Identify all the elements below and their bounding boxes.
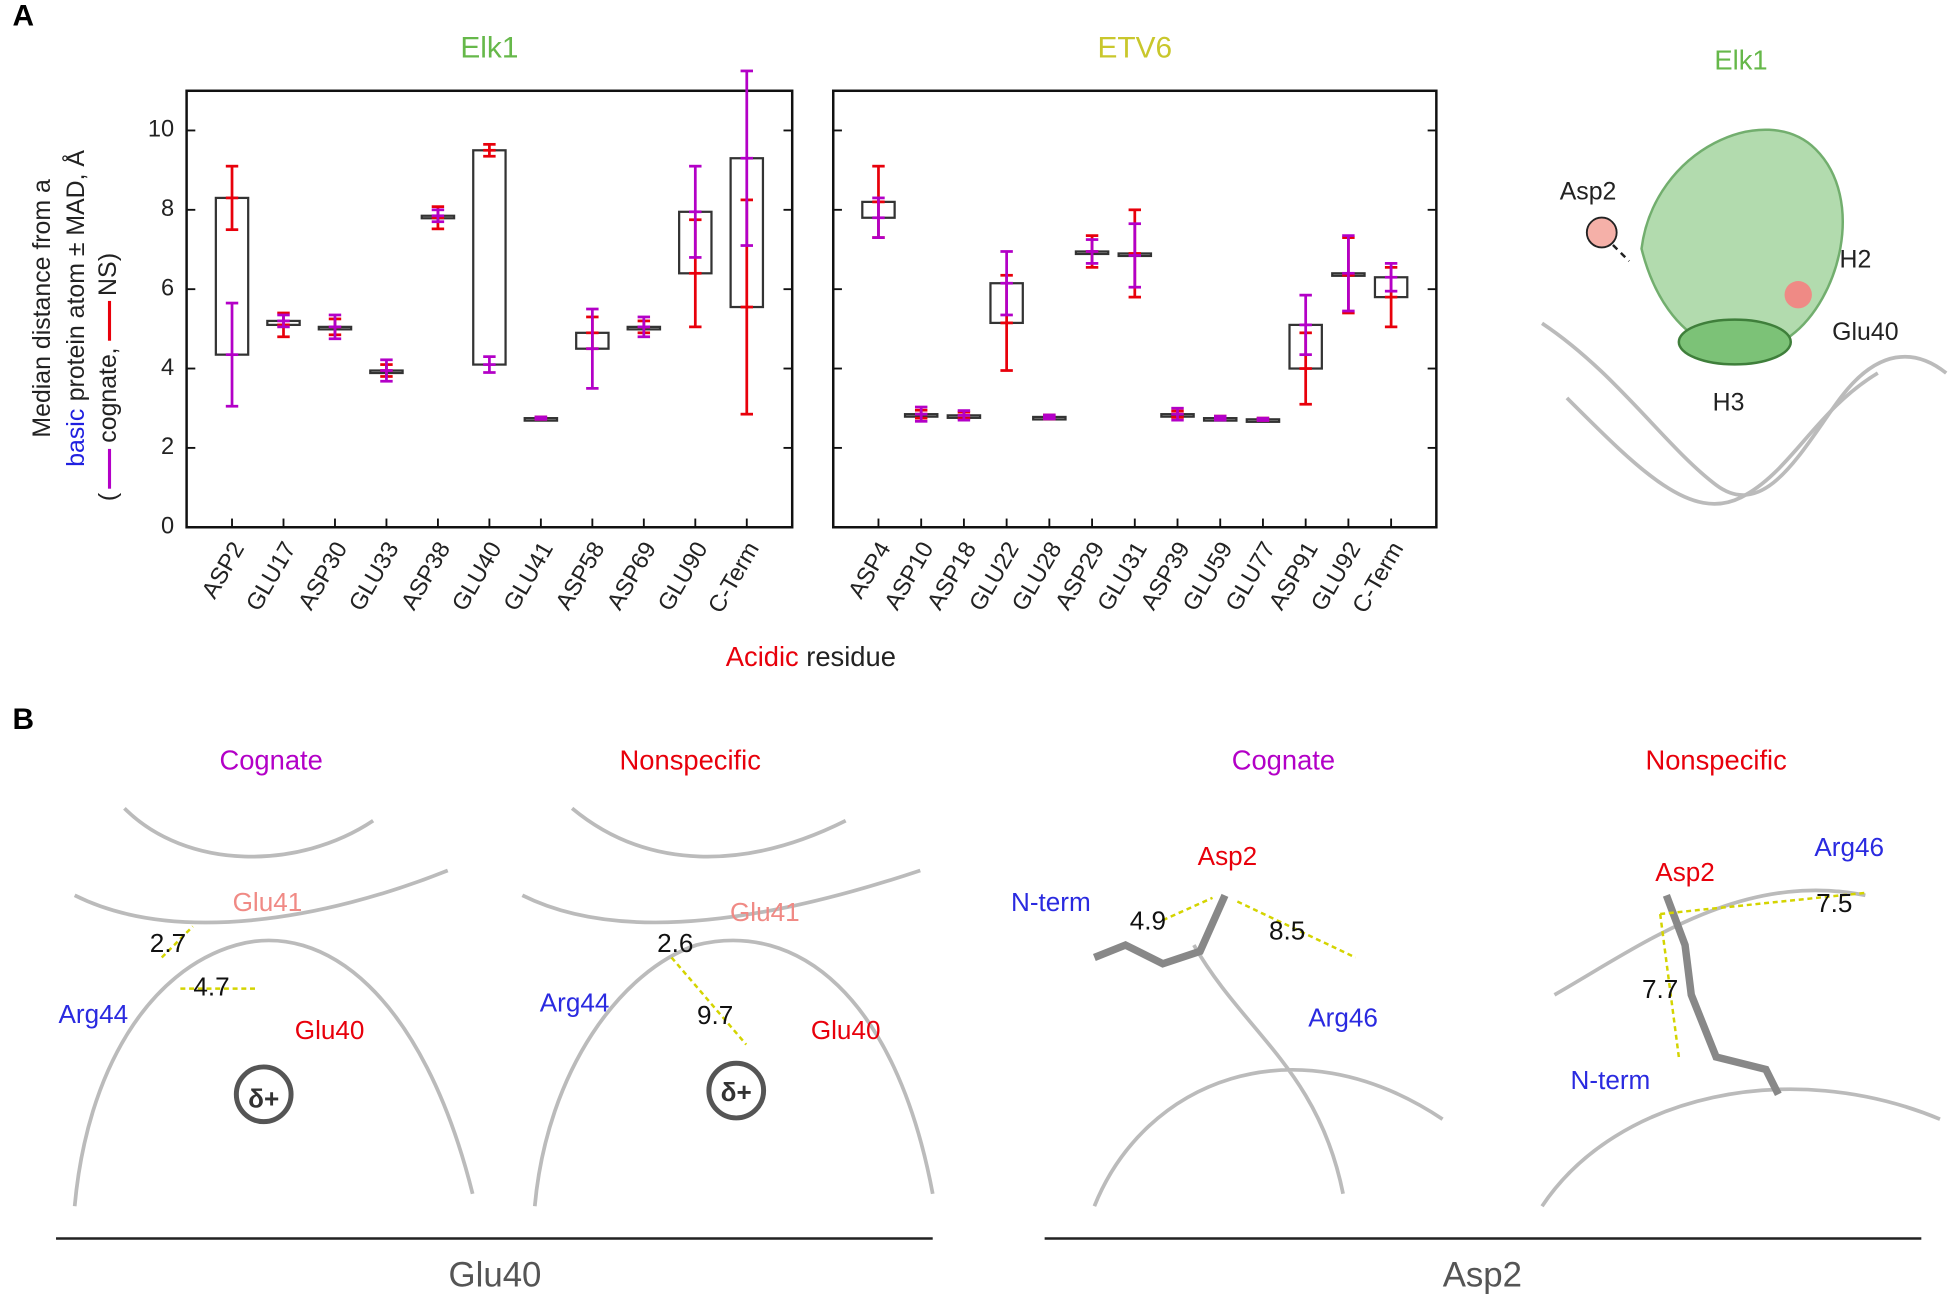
legend: ( cognate , NS ) (94, 253, 122, 501)
structure-image: Elk1 Asp2 H2 Glu40 H3 (1541, 44, 1948, 506)
legend-entry: cognate (94, 354, 122, 442)
view-title: Nonspecific (1645, 745, 1786, 776)
error-bar (1128, 222, 1142, 289)
group-label: Glu40 (449, 1255, 542, 1294)
error-bar (483, 355, 496, 374)
error-bar (431, 208, 445, 224)
error-bar (637, 315, 651, 339)
structure-images (72, 806, 1941, 1208)
box (472, 149, 507, 366)
y-axis-label-part: basic (62, 409, 90, 467)
y-axis-label: Median distance from a (28, 179, 56, 438)
distance-label: 8.5 (1269, 916, 1305, 946)
error-bar (957, 409, 971, 422)
error-bar (1256, 416, 1270, 422)
distance-label: 9.7 (697, 1000, 733, 1030)
distance-label: 7.5 (1816, 888, 1852, 918)
structure-label: Glu40 (1832, 318, 1898, 346)
residue-label: N-term (1571, 1065, 1651, 1095)
error-bar (1384, 262, 1398, 293)
panel-b-labels: Cognate Nonspecific Cognate Nonspecific … (56, 745, 1922, 1294)
error-bar (1000, 250, 1013, 317)
y-axis-label-part: protein atom ± MAD, Å (60, 150, 90, 402)
x-axis-label-part: residue (806, 641, 896, 672)
chart-title: Elk1 (460, 32, 518, 65)
residue-label: Glu41 (233, 887, 303, 917)
error-bar (586, 307, 599, 390)
x-axis-label: Acidic residue (726, 641, 896, 672)
charge-label: δ+ (721, 1077, 752, 1107)
residue-label: Arg46 (1308, 1003, 1378, 1033)
error-bar (277, 313, 290, 329)
structure-label: H3 (1713, 389, 1745, 417)
legend-punct: ) (94, 253, 122, 261)
error-bar (1085, 238, 1099, 265)
residue-label: Arg44 (540, 988, 610, 1018)
legend-punct: , (94, 347, 122, 354)
y-tick-label: 2 (161, 434, 174, 460)
y-tick-label: 6 (161, 275, 174, 301)
distance-label: 7.7 (1642, 974, 1678, 1004)
residue-label: Glu40 (295, 1015, 365, 1045)
residue-label: Glu41 (730, 897, 800, 927)
group-label: Asp2 (1443, 1255, 1522, 1294)
structure-label: H2 (1840, 246, 1872, 274)
error-bar (1043, 413, 1056, 421)
error-bar (740, 69, 753, 247)
distance-label: 4.9 (1130, 906, 1166, 936)
residue-label: Glu40 (811, 1015, 881, 1045)
chart-title: ETV6 (1097, 32, 1172, 65)
panel-label: A (13, 0, 35, 32)
y-tick-label: 8 (161, 196, 174, 222)
view-title: Cognate (219, 745, 322, 776)
residue-label: N-term (1011, 887, 1091, 917)
error-bar (225, 301, 239, 408)
residue-label: Arg46 (1814, 832, 1884, 862)
residue-label: Asp2 (1655, 857, 1715, 887)
structure-label: Asp2 (1560, 177, 1617, 205)
y-tick-label: 10 (148, 117, 174, 143)
residue-label: Asp2 (1198, 841, 1258, 871)
structure-title: Elk1 (1714, 44, 1767, 75)
x-tick-label: ASP2 (197, 538, 250, 603)
x-tick-label: C-Term (704, 538, 765, 618)
x-axis-label-part: Acidic (726, 641, 799, 672)
distance-label: 2.6 (657, 928, 693, 958)
residue-label: Arg44 (59, 999, 129, 1029)
legend-entry: NS (94, 261, 122, 296)
error-bar (225, 164, 239, 232)
distance-label: 4.7 (193, 971, 229, 1001)
view-title: Nonspecific (620, 745, 761, 776)
error-bar (534, 415, 548, 421)
error-bar (1299, 293, 1312, 357)
panel-label: B (13, 703, 35, 736)
legend-punct: ( (94, 492, 122, 501)
error-bar (328, 313, 342, 341)
charge-label: δ+ (248, 1083, 279, 1113)
error-bar (1171, 406, 1184, 422)
x-tick-label: GLU33 (345, 538, 405, 616)
error-bar (483, 142, 496, 158)
x-tick-label: ASP58 (551, 538, 610, 615)
x-tick-label: GLU41 (499, 538, 559, 616)
error-bar (914, 405, 928, 423)
distance-label: 2.7 (150, 928, 186, 958)
x-tick-label: GLU40 (448, 538, 508, 616)
error-bar (872, 196, 885, 239)
y-tick-label: 4 (161, 355, 174, 381)
error-bar (689, 164, 702, 259)
plot-frame (831, 89, 1438, 529)
y-axis-label: basic protein atom ± MAD, Å (60, 150, 90, 467)
x-tick-label: GLU17 (242, 538, 302, 616)
error-bar (1342, 234, 1355, 313)
view-title: Cognate (1232, 745, 1335, 776)
error-bar (1214, 414, 1227, 422)
error-bar (380, 358, 393, 383)
y-tick-label: 0 (161, 513, 174, 539)
